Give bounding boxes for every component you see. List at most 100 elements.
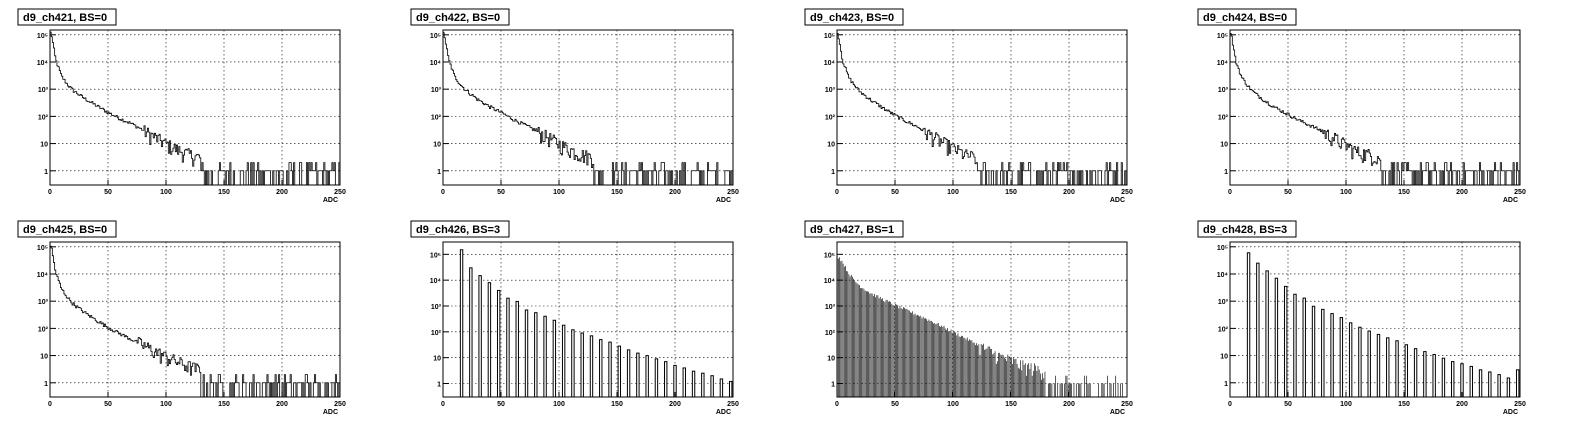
plot-frame: [1229, 29, 1521, 186]
histogram-bin: [959, 336, 961, 397]
histogram-bin: [1024, 363, 1026, 397]
y-tick-label: 10: [40, 142, 48, 149]
histogram-bin: [986, 348, 988, 397]
histogram-bin: [1030, 363, 1032, 397]
histogram-bin: [922, 316, 924, 397]
y-tick-label: 10⁵: [824, 252, 835, 259]
histogram-line: [49, 245, 341, 398]
histogram-bin: [906, 308, 908, 397]
histogram-bin: [904, 307, 905, 397]
x-tick-label: 250: [334, 189, 346, 196]
histogram-bin: [849, 276, 851, 397]
histogram-bar: [1395, 340, 1399, 398]
histogram-bin: [943, 325, 945, 397]
histogram-bar: [524, 309, 529, 398]
histogram-bar: [561, 324, 566, 398]
histogram-bin: [998, 352, 999, 397]
pad-title: d9_ch421, BS=0: [23, 12, 107, 24]
histogram-bin: [1065, 375, 1067, 397]
x-tick-label: 250: [1514, 189, 1526, 196]
histogram-bin: [892, 305, 894, 397]
histogram-bin: [928, 319, 930, 397]
y-tick-label: 1: [831, 169, 835, 176]
histogram-bin: [867, 291, 868, 397]
histogram-bin: [879, 296, 881, 397]
x-axis-label: ADC: [1110, 197, 1125, 204]
histogram-bin: [907, 309, 909, 397]
histogram-bar: [1367, 330, 1371, 398]
histogram-bin: [1043, 378, 1045, 397]
histogram-bin: [1064, 383, 1065, 397]
y-tick-label: 10³: [431, 304, 442, 311]
x-tick-label: 250: [1121, 189, 1133, 196]
x-tick-label: 50: [497, 401, 505, 408]
histogram-bin: [932, 322, 933, 397]
histogram-bin: [1028, 363, 1030, 397]
histogram-bin: [1067, 383, 1069, 397]
histogram-bin: [863, 289, 865, 397]
histogram-bin: [1048, 383, 1049, 397]
histogram-bin: [1029, 368, 1031, 397]
histogram-bin: [841, 260, 843, 397]
histogram-bin: [1101, 383, 1103, 397]
histogram-bar: [478, 275, 482, 398]
histogram-bin: [1117, 383, 1119, 397]
y-tick-label: 10⁴: [37, 60, 49, 67]
histogram-bin: [978, 344, 980, 397]
histogram-bin: [1079, 383, 1081, 397]
histogram-bin: [1084, 375, 1085, 397]
x-tick-label: 0: [48, 401, 52, 408]
pad-title: d9_ch428, BS=3: [1203, 224, 1287, 236]
x-tick-label: 50: [1284, 401, 1292, 408]
histogram-bin: [997, 361, 998, 397]
x-tick-label: 50: [891, 189, 899, 196]
histogram-bin: [921, 318, 923, 397]
histogram-bar: [469, 267, 473, 398]
pad-title-box: [410, 8, 510, 26]
histogram-bin: [1073, 383, 1075, 397]
pad-title: d9_ch427, BS=1: [810, 224, 894, 236]
histogram-bin: [1103, 383, 1105, 397]
x-tick-label: 100: [1340, 189, 1352, 196]
histogram-bin: [1031, 375, 1033, 397]
histogram-pad-1: d9_ch421, BS=0 0 50 100 150 200 250 1 10 10² 10³ 10…: [17, 8, 346, 204]
histogram-bin: [1019, 368, 1020, 397]
y-tick-label: 10²: [1218, 114, 1229, 121]
x-tick-label: 100: [553, 401, 565, 408]
y-tick-label: 10²: [825, 114, 836, 121]
x-tick-label: 0: [441, 401, 445, 408]
histogram-bar: [543, 315, 547, 398]
histogram-bin: [839, 257, 840, 397]
histogram-bar: [1321, 308, 1325, 398]
histogram-bin: [913, 314, 915, 397]
histogram-bin: [991, 348, 992, 397]
x-tick-label: 250: [334, 401, 346, 408]
x-tick-label: 200: [669, 401, 681, 408]
histogram-bar: [534, 312, 538, 398]
histogram-bin: [919, 316, 920, 397]
histogram-bin: [875, 297, 876, 397]
y-tick-label: 10⁵: [37, 33, 48, 40]
histogram-bin: [924, 318, 925, 397]
histogram-bar: [1358, 326, 1362, 398]
histogram-bin: [970, 340, 972, 397]
histogram-bin: [1023, 364, 1025, 397]
x-tick-label: 150: [611, 189, 623, 196]
y-tick-label: 10⁴: [1217, 272, 1229, 279]
histogram-bin: [870, 293, 872, 397]
histogram-bin: [990, 348, 991, 397]
histogram-bin: [848, 274, 850, 397]
histogram-bin: [900, 308, 902, 397]
histogram-bin: [1033, 370, 1034, 397]
histogram-bin: [965, 339, 967, 397]
histogram-bin: [855, 282, 857, 397]
histogram-bin: [852, 276, 853, 397]
histogram-bin: [972, 342, 974, 397]
histogram-bin: [930, 320, 932, 397]
histogram-bin: [953, 332, 954, 397]
histogram-bin: [882, 298, 883, 397]
x-tick-label: 250: [1514, 401, 1526, 408]
x-axis-label: ADC: [716, 409, 731, 416]
histogram-bin: [941, 325, 943, 397]
x-tick-label: 200: [276, 401, 288, 408]
